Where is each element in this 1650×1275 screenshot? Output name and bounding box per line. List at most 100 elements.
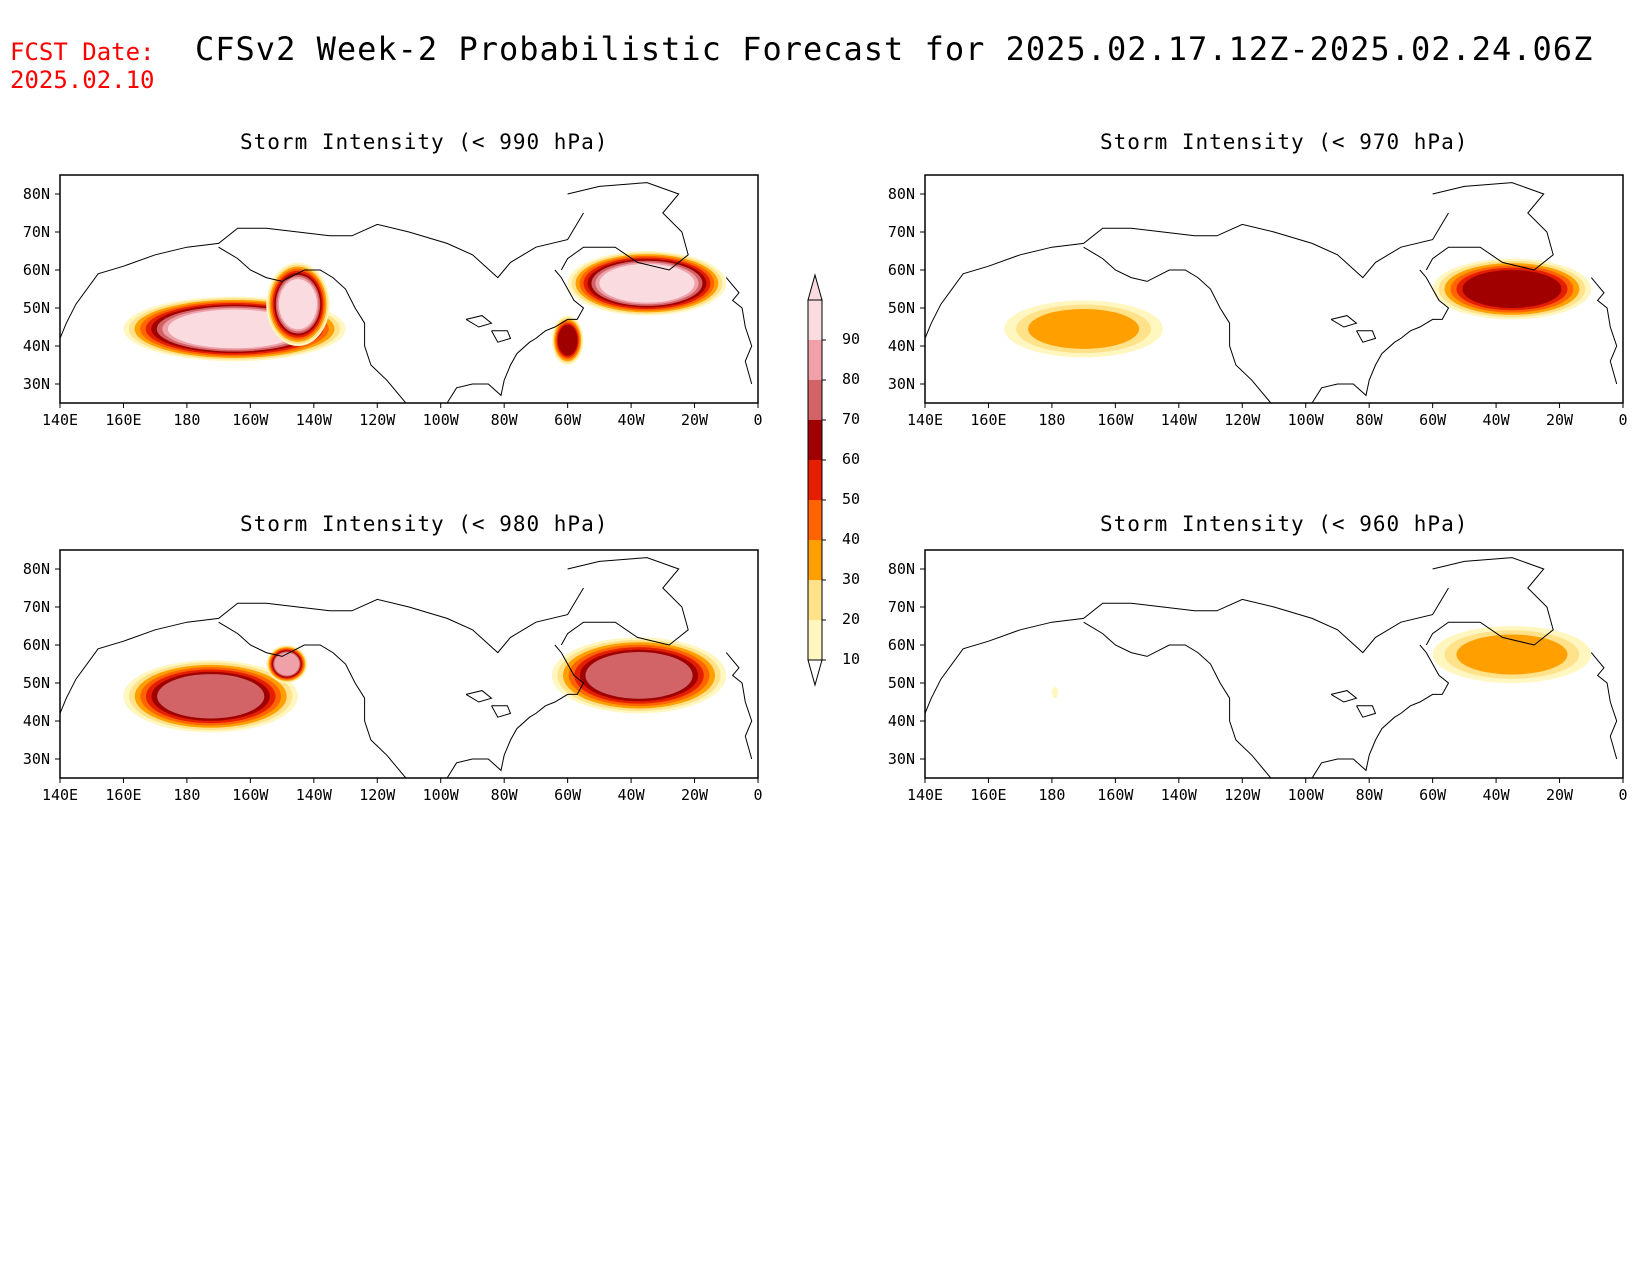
panel-title-990: Storm Intensity (< 990 hPa) [240, 130, 609, 154]
lon-tick-label: 40W [618, 786, 646, 804]
coastline [1311, 269, 1450, 403]
coastline [491, 330, 512, 343]
coastline [560, 182, 689, 271]
lon-tick-label: 20W [681, 786, 709, 804]
prob-contour-60 [557, 324, 578, 356]
lat-tick-label: 40N [888, 337, 915, 355]
lat-tick-label: 30N [23, 375, 50, 393]
map-panel-990: 80N 70N 60N 50N 40N 30N 140E 160E 180 160W 140W 120… [23, 174, 763, 429]
lon-tick-label: 60W [554, 786, 582, 804]
panel-title-970: Storm Intensity (< 970 hPa) [1100, 130, 1469, 154]
lat-tick-label: 60N [888, 261, 915, 279]
coastline [218, 621, 407, 778]
colorbar-swatch [808, 300, 822, 340]
lon-tick-label: 100W [1288, 411, 1325, 429]
lon-tick-label: 140W [1161, 786, 1198, 804]
coastline [1356, 330, 1377, 343]
colorbar-label: 70 [842, 410, 860, 428]
lon-tick-label: 40W [618, 411, 646, 429]
lon-tick-label: 20W [1546, 411, 1574, 429]
lat-tick-label: 50N [23, 674, 50, 692]
coastline [1330, 315, 1358, 328]
fcst-label: FCST Date: [10, 38, 155, 66]
coastline [1083, 621, 1272, 778]
map-frame: 80N 70N 60N 50N 40N 30N 140E 160E 180 160W 140W 120… [888, 174, 1628, 429]
coastline [725, 652, 753, 760]
lat-tick-label: 60N [888, 636, 915, 654]
coastline [1330, 690, 1358, 703]
lat-tick-label: 60N [23, 261, 50, 279]
lon-tick-label: 120W [359, 411, 396, 429]
lat-tick-label: 40N [23, 337, 50, 355]
lon-tick-label: 160W [232, 786, 269, 804]
lat-tick-label: 80N [23, 560, 50, 578]
colorbar: 10 20 30 40 50 60 70 80 90 [807, 273, 860, 687]
lon-tick-label: 160W [232, 411, 269, 429]
coastline [446, 269, 585, 403]
prob-contour-80 [274, 652, 300, 676]
lon-tick-label: 140E [42, 411, 78, 429]
fcst-date-block: FCST Date: 2025.02.10 [10, 38, 155, 94]
lon-tick-label: 40W [1483, 411, 1511, 429]
lon-tick-label: 120W [359, 786, 396, 804]
map-border [924, 549, 1624, 779]
lon-tick-label: 140W [296, 786, 333, 804]
lon-tick-label: 80W [1356, 411, 1384, 429]
lon-tick-label: 180 [1038, 411, 1065, 429]
map-border [924, 174, 1624, 404]
lon-tick-label: 140W [296, 411, 333, 429]
coastline [465, 690, 493, 703]
lon-tick-label: 140E [907, 786, 943, 804]
lon-tick-label: 140E [907, 411, 943, 429]
coastline [1425, 182, 1554, 271]
map-frame: 80N 70N 60N 50N 40N 30N 140E 160E 180 160W 140W 120… [23, 174, 763, 429]
panel-title-960: Storm Intensity (< 960 hPa) [1100, 512, 1469, 536]
lon-tick-label: 160E [970, 786, 1006, 804]
lon-tick-label: 20W [1546, 786, 1574, 804]
coastline [60, 212, 584, 339]
colorbar-swatch [808, 580, 822, 620]
lon-tick-label: 160E [105, 786, 141, 804]
colorbar-label: 30 [842, 570, 860, 588]
colorbar-swatch [808, 420, 822, 460]
prob-contour-70 [157, 674, 265, 719]
lon-tick-label: 60W [1419, 411, 1447, 429]
coastline [1083, 246, 1272, 403]
map-panel-960: 80N 70N 60N 50N 40N 30N 140E 160E 180 160W 140W 120… [888, 549, 1628, 804]
lat-tick-label: 70N [888, 223, 915, 241]
lon-tick-label: 180 [1038, 786, 1065, 804]
prob-contour-30 [1028, 308, 1140, 349]
lat-tick-label: 40N [23, 712, 50, 730]
lon-tick-label: 60W [554, 411, 582, 429]
colorbar-border [807, 299, 823, 661]
map-border [59, 549, 759, 779]
coastline [218, 246, 407, 403]
coastline [925, 212, 1449, 339]
lat-tick-label: 60N [23, 636, 50, 654]
colorbar-bottom-arrow [807, 659, 823, 687]
prob-contour-90 [167, 309, 302, 349]
lon-tick-label: 140E [42, 786, 78, 804]
colorbar-swatch [808, 460, 822, 500]
coastline [60, 587, 584, 714]
coastline [925, 587, 1449, 714]
coastline [446, 644, 585, 778]
lon-tick-label: 140W [1161, 411, 1198, 429]
colorbar-swatch [808, 340, 822, 380]
coastline [1590, 652, 1618, 760]
coastline [1311, 644, 1450, 778]
colorbar-label: 10 [842, 650, 860, 668]
lat-tick-label: 30N [888, 750, 915, 768]
lon-tick-label: 100W [1288, 786, 1325, 804]
lat-tick-label: 80N [888, 185, 915, 203]
colorbar-swatch [808, 540, 822, 580]
lat-tick-label: 40N [888, 712, 915, 730]
lon-tick-label: 180 [173, 411, 200, 429]
lon-tick-label: 0 [753, 411, 762, 429]
lon-tick-label: 40W [1483, 786, 1511, 804]
colorbar-swatch [808, 620, 822, 660]
colorbar-swatch [808, 500, 822, 540]
lon-tick-label: 160W [1097, 786, 1134, 804]
lon-tick-label: 60W [1419, 786, 1447, 804]
prob-contour-10 [1051, 686, 1059, 699]
